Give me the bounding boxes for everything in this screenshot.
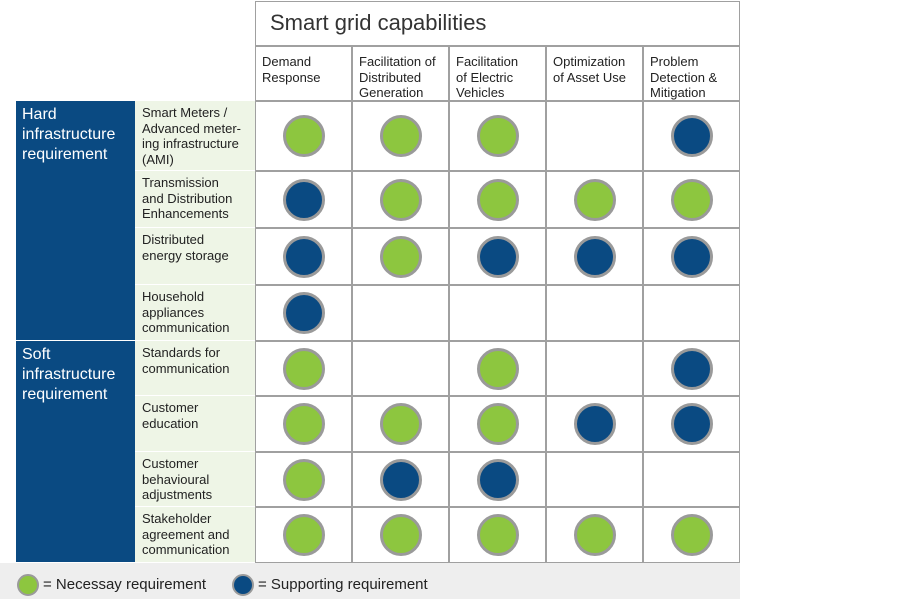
matrix-cell: [352, 171, 449, 228]
chart-title: Smart grid capabilities: [255, 1, 740, 46]
row-label: Smart Meters / Advanced meter- ing infra…: [135, 101, 255, 171]
matrix-cell: [643, 171, 740, 228]
matrix-cell: [352, 285, 449, 341]
matrix-cell: [255, 396, 352, 452]
matrix-cell: [449, 507, 546, 563]
matrix-cell: [546, 228, 643, 285]
necessary-requirement-dot: [379, 403, 422, 445]
necessary-requirement-dot: [282, 115, 325, 157]
matrix-cell: [449, 228, 546, 285]
supporting-requirement-dot: [670, 235, 713, 278]
supporting-requirement-dot: [282, 178, 325, 221]
necessary-requirement-dot: [476, 178, 519, 221]
matrix-cell: [255, 101, 352, 171]
row-label: Transmission and Distribution Enhancemen…: [135, 171, 255, 228]
row-label: Stakeholder agreement and communication: [135, 507, 255, 563]
necessary-requirement-dot: [282, 347, 325, 390]
row-label: Distributed energy storage: [135, 228, 255, 285]
matrix-cell: [352, 452, 449, 507]
supporting-requirement-dot: [670, 403, 713, 445]
matrix-cell: [546, 101, 643, 171]
necessary-requirement-dot: [476, 115, 519, 157]
matrix-cell: [255, 228, 352, 285]
matrix-cell: [255, 341, 352, 396]
supporting-requirement-dot: [670, 115, 713, 157]
matrix-cell: [352, 101, 449, 171]
row-label: Customer behavioural adjustments: [135, 452, 255, 507]
supporting-requirement-dot: [379, 458, 422, 501]
matrix-cell: [546, 396, 643, 452]
matrix-cell: [449, 341, 546, 396]
necessary-requirement-dot: [282, 458, 325, 501]
necessary-requirement-dot: [379, 115, 422, 157]
necessary-requirement-dot: [379, 514, 422, 556]
necessary-legend-dot: [17, 574, 39, 596]
matrix-cell: [255, 452, 352, 507]
necessary-requirement-dot: [282, 403, 325, 445]
column-header: Problem Detection & Mitigation: [643, 46, 740, 101]
matrix-cell: [255, 171, 352, 228]
group-label: Soft infrastructure requirement: [16, 341, 135, 563]
matrix-cell: [643, 396, 740, 452]
supporting-legend-label: = Supporting requirement: [258, 576, 428, 593]
legend: [0, 563, 740, 599]
column-header: Demand Response: [255, 46, 352, 101]
matrix-cell: [449, 396, 546, 452]
necessary-requirement-dot: [573, 514, 616, 556]
supporting-requirement-dot: [670, 347, 713, 390]
matrix-cell: [643, 101, 740, 171]
matrix-cell: [352, 341, 449, 396]
matrix-cell: [352, 396, 449, 452]
matrix-cell: [546, 507, 643, 563]
matrix-cell: [449, 101, 546, 171]
column-header: Optimization of Asset Use: [546, 46, 643, 101]
matrix-cell: [255, 285, 352, 341]
supporting-requirement-dot: [476, 235, 519, 278]
necessary-legend-label: = Necessay requirement: [43, 576, 206, 593]
matrix-cell: [352, 228, 449, 285]
supporting-requirement-dot: [476, 458, 519, 501]
matrix-cell: [546, 285, 643, 341]
matrix-cell: [546, 171, 643, 228]
matrix-cell: [449, 452, 546, 507]
matrix-cell: [255, 507, 352, 563]
column-header: Facilitation of Electric Vehicles: [449, 46, 546, 101]
necessary-requirement-dot: [476, 514, 519, 556]
necessary-requirement-dot: [573, 178, 616, 221]
supporting-requirement-dot: [282, 292, 325, 334]
matrix-cell: [643, 228, 740, 285]
matrix-cell: [546, 452, 643, 507]
column-header: Facilitation of Distributed Generation: [352, 46, 449, 101]
matrix-cell: [546, 341, 643, 396]
matrix-cell: [643, 285, 740, 341]
matrix-cell: [643, 507, 740, 563]
matrix-cell: [352, 507, 449, 563]
necessary-requirement-dot: [379, 178, 422, 221]
matrix-cell: [643, 341, 740, 396]
row-label: Household appliances communication: [135, 285, 255, 341]
matrix-cell: [449, 285, 546, 341]
supporting-requirement-dot: [282, 235, 325, 278]
necessary-requirement-dot: [476, 347, 519, 390]
matrix-cell: [449, 171, 546, 228]
row-label: Standards for communication: [135, 341, 255, 396]
supporting-requirement-dot: [573, 235, 616, 278]
necessary-requirement-dot: [282, 514, 325, 556]
necessary-requirement-dot: [476, 403, 519, 445]
necessary-requirement-dot: [670, 514, 713, 556]
group-label: Hard infrastructure requirement: [16, 101, 135, 341]
row-label: Customer education: [135, 396, 255, 452]
necessary-requirement-dot: [670, 178, 713, 221]
supporting-legend-dot: [232, 574, 254, 596]
matrix-cell: [643, 452, 740, 507]
supporting-requirement-dot: [573, 403, 616, 445]
necessary-requirement-dot: [379, 235, 422, 278]
